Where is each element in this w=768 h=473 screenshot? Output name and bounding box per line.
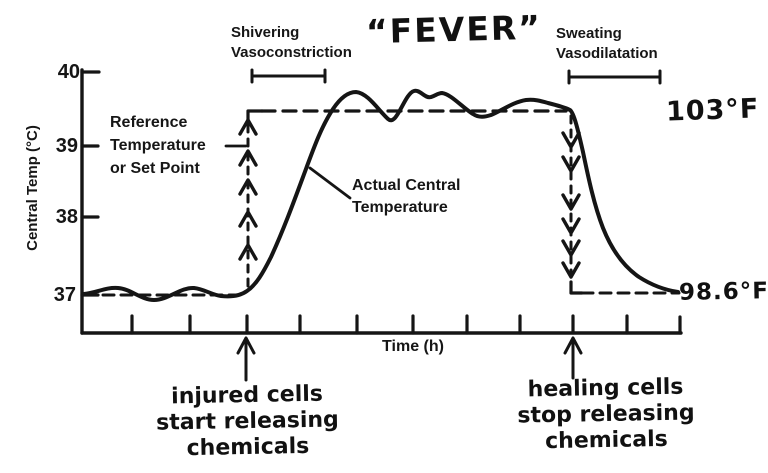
actual-pointer-line bbox=[310, 168, 350, 198]
x-axis-title: Time (h) bbox=[382, 338, 444, 355]
reference-line1: Reference bbox=[110, 114, 188, 131]
actual-temperature-label: Actual Central Temperature bbox=[352, 175, 460, 219]
injured-event-arrow bbox=[238, 338, 254, 380]
healing-cells-label: healing cells stop releasing chemicals bbox=[499, 374, 712, 456]
y-axis-title: Central Temp (°C) bbox=[24, 125, 41, 251]
fever-title: “FEVER” bbox=[365, 7, 543, 52]
healing-event-arrow bbox=[565, 338, 581, 378]
y-tick-label-38: 38 bbox=[55, 206, 78, 228]
y-tick-label-39: 39 bbox=[55, 135, 78, 157]
healing-line3: chemicals bbox=[544, 426, 668, 455]
injured-line1: injured cells bbox=[170, 381, 324, 410]
y-axis-ticks bbox=[82, 146, 98, 295]
temp-103f-label: 103°F bbox=[665, 93, 760, 128]
setpoint-fall-corner bbox=[571, 282, 582, 293]
injured-cells-label: injured cells start releasing chemicals bbox=[139, 381, 355, 463]
sweating-range-bracket bbox=[569, 71, 660, 83]
fall-down-arrows bbox=[563, 133, 579, 277]
sweating-line1: Sweating bbox=[556, 25, 622, 42]
y-tick-label-40: 40 bbox=[57, 61, 80, 83]
shivering-line1: Shivering bbox=[231, 24, 300, 41]
reference-setpoint-label: Reference Temperature or Set Point bbox=[110, 111, 206, 180]
reference-line3: or Set Point bbox=[110, 160, 200, 177]
injured-line2: start releasing bbox=[155, 407, 339, 436]
healing-line2: stop releasing bbox=[517, 400, 695, 429]
actual-temperature-curve bbox=[84, 91, 678, 300]
y-tick-label-37: 37 bbox=[53, 284, 76, 306]
healing-line1: healing cells bbox=[527, 374, 684, 403]
actual-line2: Temperature bbox=[352, 199, 448, 216]
temp-986f-label: 98.6°F bbox=[678, 278, 768, 306]
shivering-label: Shivering Vasoconstriction bbox=[231, 23, 352, 63]
shivering-range-bracket bbox=[252, 70, 325, 82]
shivering-line2: Vasoconstriction bbox=[231, 44, 352, 61]
sweating-label: Sweating Vasodilatation bbox=[556, 24, 658, 64]
rise-up-arrows bbox=[240, 120, 256, 259]
actual-line1: Actual Central bbox=[352, 177, 461, 194]
x-axis-ticks bbox=[132, 316, 680, 333]
injured-line3: chemicals bbox=[186, 433, 310, 462]
reference-line2: Temperature bbox=[110, 137, 206, 154]
sweating-line2: Vasodilatation bbox=[556, 45, 658, 62]
